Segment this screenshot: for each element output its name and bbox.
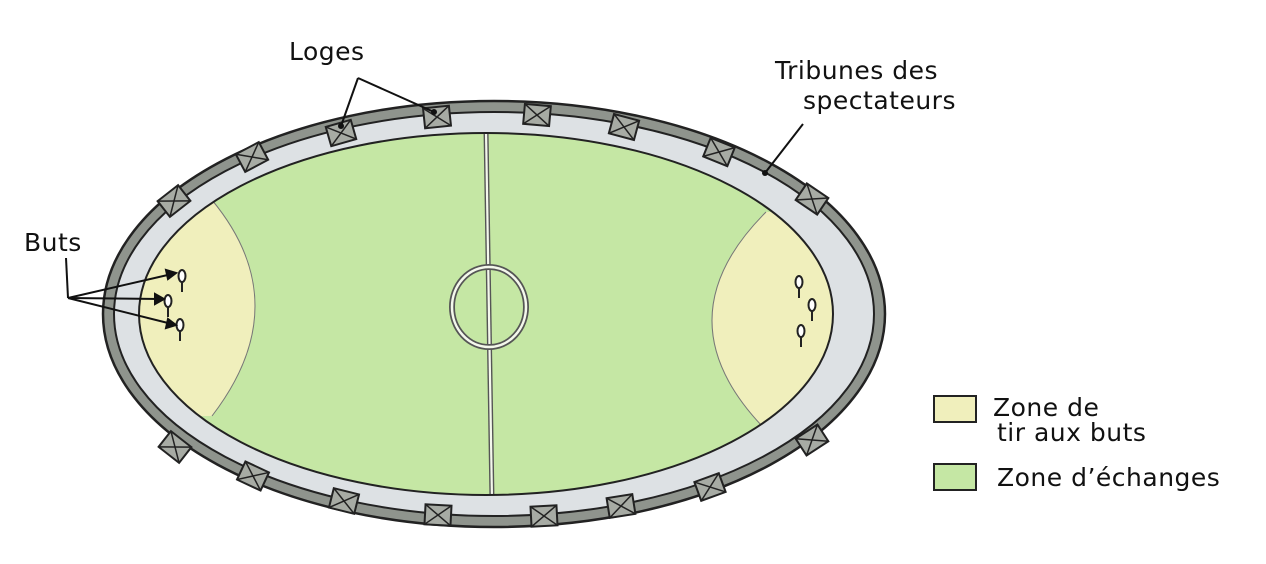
pitch-border — [138, 132, 834, 496]
goal-hoop-icon — [794, 275, 804, 298]
goal-hoop-icon — [163, 294, 173, 317]
buts-arrow-2 — [67, 297, 161, 300]
loge-box-icon — [423, 503, 453, 527]
legend-label-exchange-zone: Zone d’échanges — [997, 463, 1220, 492]
legend: Zone de tir aux buts Zone d’échanges — [933, 393, 1220, 492]
buts-arrowhead-1 — [164, 268, 179, 281]
loge-box-icon — [605, 492, 637, 520]
loges-boxes — [156, 102, 830, 528]
loge-box-icon — [529, 504, 559, 528]
loges-pointer-2 — [357, 77, 435, 113]
loges-pointer-1-dot — [338, 123, 344, 129]
halfway-line-inner — [484, 133, 494, 495]
shooting-zone-right-boundary — [711, 211, 767, 427]
loges-label: Loges — [289, 37, 365, 66]
loge-box-icon — [327, 486, 361, 516]
annotation-pointers — [65, 77, 804, 330]
centre-circle-inner — [450, 265, 528, 349]
goal-hoops — [163, 269, 817, 347]
buts-label: Buts — [24, 228, 82, 257]
loge-box-icon — [157, 429, 193, 465]
legend-label-shooting-zone-line1: Zone de — [993, 393, 1099, 422]
loge-box-icon — [522, 102, 552, 128]
loge-box-icon — [701, 136, 737, 168]
legend-label-shooting-zone-line2: tir aux buts — [997, 418, 1146, 447]
legend-swatch-shooting-zone — [933, 395, 977, 423]
loge-box-icon — [156, 183, 192, 219]
loge-box-icon — [693, 471, 727, 503]
goal-hoop-icon — [807, 298, 817, 321]
tribunes-pointer-dot — [762, 170, 768, 176]
tribunes-pointer — [764, 123, 804, 174]
pitch-area — [139, 133, 833, 495]
buts-arrowhead-2 — [154, 292, 167, 306]
loge-box-icon — [235, 460, 271, 492]
goal-hoop-icon — [177, 269, 187, 292]
buts-arrow-1 — [67, 273, 173, 299]
loge-box-icon — [234, 140, 270, 174]
goal-hoop-icon — [796, 324, 806, 347]
shooting-zone-left-boundary — [211, 199, 256, 417]
buts-arrowhead-3 — [164, 317, 179, 330]
loge-box-icon — [794, 182, 830, 216]
loges-pointer-2-dot — [431, 109, 437, 115]
tribunes-label-line2: spectateurs — [803, 86, 956, 115]
tribunes-label-line1: Tribunes des — [774, 56, 938, 85]
legend-swatch-exchange-zone — [933, 463, 977, 491]
loges-pointer-1 — [340, 77, 359, 127]
loge-box-icon — [794, 423, 830, 457]
loge-box-icon — [607, 112, 641, 142]
loge-box-icon — [421, 104, 453, 130]
buts-arrow-3 — [67, 297, 173, 325]
buts-label-stem — [65, 257, 69, 299]
loge-box-icon — [324, 118, 358, 148]
